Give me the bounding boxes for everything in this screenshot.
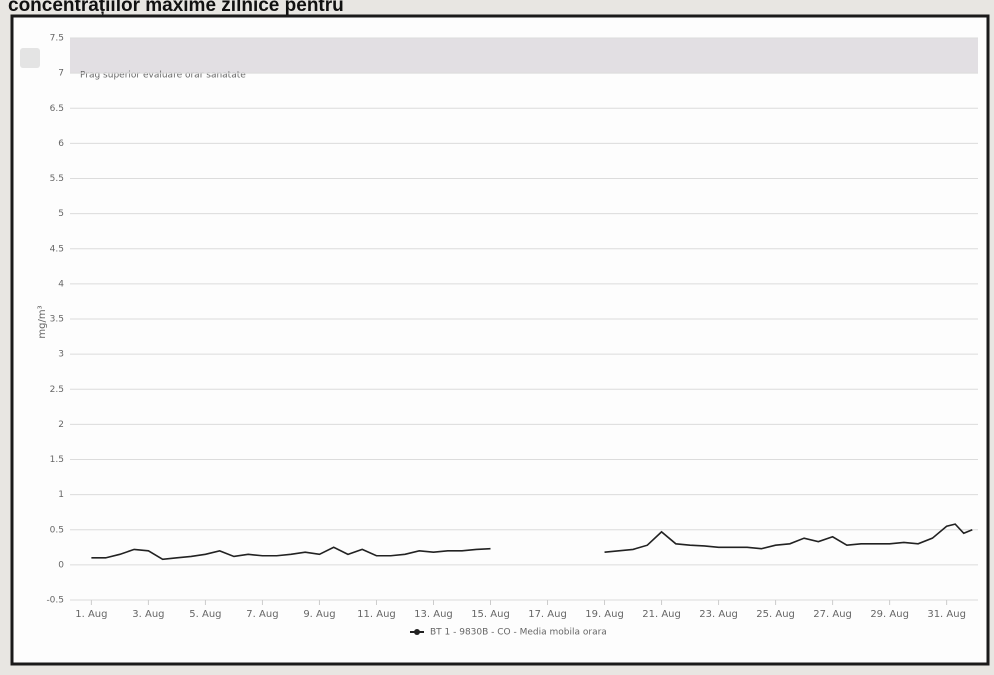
y-tick-label: 0 xyxy=(58,560,64,570)
annotation: Prag superior evaluare orar sanatate xyxy=(80,71,246,81)
x-tick-label: 7. Aug xyxy=(246,609,278,620)
legend-label: BT 1 - 9830B - CO - Media mobila orara xyxy=(430,628,607,638)
x-tick-label: 21. Aug xyxy=(642,609,681,620)
y-tick-label: 4.5 xyxy=(50,244,64,254)
x-tick-label: 29. Aug xyxy=(870,609,909,620)
chart-frame xyxy=(10,14,990,666)
y-tick-label: 7.5 xyxy=(50,34,64,44)
y-tick-label: 6 xyxy=(58,139,64,149)
x-tick-label: 5. Aug xyxy=(189,609,221,620)
y-tick-label: -0.5 xyxy=(46,596,64,606)
y-tick-label: 3.5 xyxy=(50,315,64,325)
y-tick-label: 7 xyxy=(58,69,64,79)
x-tick-label: 13. Aug xyxy=(414,609,453,620)
y-tick-label: 0.5 xyxy=(50,525,64,535)
data-line xyxy=(91,523,973,561)
y-tick-label: 4 xyxy=(58,279,64,289)
y-tick-label: 1.5 xyxy=(50,455,64,465)
x-tick-label: 9. Aug xyxy=(303,609,335,620)
y-tick-label: 3 xyxy=(58,350,64,360)
x-tick-label: 15. Aug xyxy=(471,609,510,620)
y-tick-label: 2 xyxy=(58,420,64,430)
chart-title: concentrațiilor maxime zilnice pentru xyxy=(8,0,344,16)
plot-band xyxy=(70,38,978,74)
y-tick-label: 5 xyxy=(58,209,64,219)
x-tick-label: 25. Aug xyxy=(756,609,795,620)
y-axis-label: mg/m³ xyxy=(37,305,48,338)
x-tick-label: 31. Aug xyxy=(927,609,966,620)
y-tick-label: 5.5 xyxy=(50,174,64,184)
x-tick-label: 23. Aug xyxy=(699,609,738,620)
x-tick-label: 3. Aug xyxy=(132,609,164,620)
x-tick-label: 1. Aug xyxy=(75,609,107,620)
y-tick-label: 6.5 xyxy=(50,104,64,114)
x-tick-label: 11. Aug xyxy=(357,609,396,620)
x-tick-label: 27. Aug xyxy=(813,609,852,620)
y-tick-label: 1 xyxy=(58,490,64,500)
legend-marker xyxy=(414,629,420,635)
x-tick-label: 17. Aug xyxy=(528,609,567,620)
menu-button[interactable] xyxy=(20,48,40,68)
x-tick-label: 19. Aug xyxy=(585,609,624,620)
y-tick-label: 2.5 xyxy=(50,385,64,395)
